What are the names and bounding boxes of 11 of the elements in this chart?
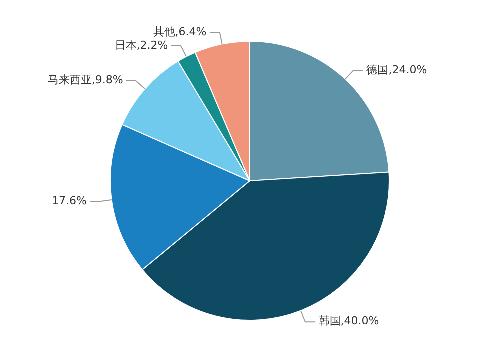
slice-label: 其他 [153, 25, 176, 38]
slice-label: 韩国 [318, 314, 341, 328]
slice-label: 马来西亚 [48, 74, 92, 87]
data-label: ,2.2% [136, 38, 168, 52]
data-label: 17.6% [52, 194, 87, 208]
data-label: ,9.8% [92, 74, 124, 87]
data-label: ,40.0% [340, 314, 380, 328]
data-label: ,24.0% [388, 63, 428, 76]
slice-label: 日本 [114, 38, 137, 52]
data-label: ,6.4% [175, 25, 207, 38]
slice-label: 德国 [366, 63, 389, 76]
